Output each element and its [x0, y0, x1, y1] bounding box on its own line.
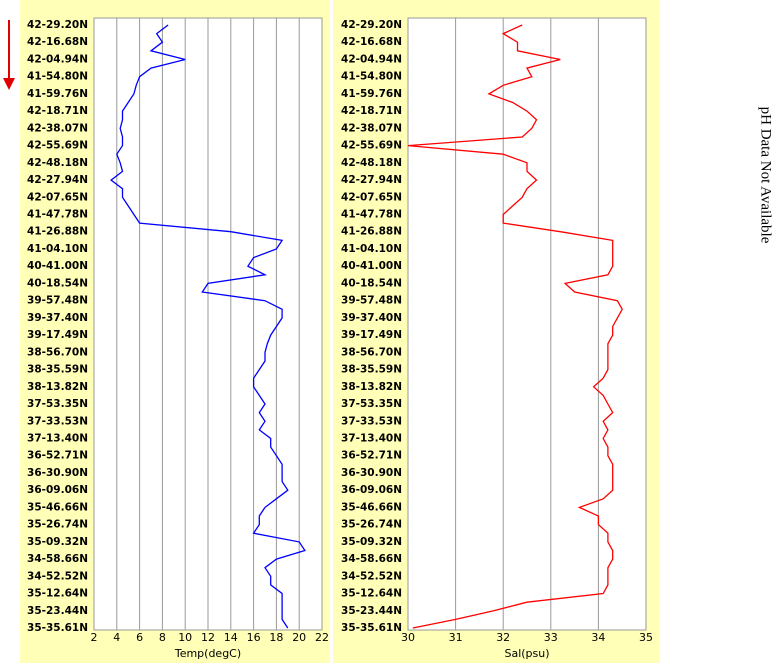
y-tick-label: 42-29.20N	[27, 19, 88, 31]
y-tick-label: 39-57.48N	[27, 295, 88, 307]
x-tick-label: 16	[247, 631, 261, 644]
x-tick-label: 6	[136, 631, 143, 644]
y-tick-label: 40-41.00N	[341, 260, 402, 272]
y-tick-label: 42-55.69N	[27, 140, 88, 152]
y-tick-label: 39-57.48N	[341, 295, 402, 307]
x-tick-label: 18	[269, 631, 283, 644]
y-tick-label: 35-46.66N	[341, 501, 402, 513]
x-tick-label: 14	[224, 631, 238, 644]
y-tick-label: 38-13.82N	[341, 381, 402, 393]
y-tick-label: 42-04.94N	[341, 53, 402, 65]
y-tick-label: 41-54.80N	[27, 71, 88, 83]
y-tick-label: 41-04.10N	[27, 243, 88, 255]
x-tick-label: 30	[401, 631, 415, 644]
x-tick-label: 22	[315, 631, 329, 644]
y-tick-label: 35-35.61N	[341, 622, 402, 634]
x-tick-label: 33	[544, 631, 558, 644]
y-tick-label: 40-41.00N	[27, 260, 88, 272]
x-tick-label: 2	[91, 631, 98, 644]
y-tick-label: 41-54.80N	[341, 71, 402, 83]
y-tick-label: 37-53.35N	[27, 398, 88, 410]
y-tick-label: 42-04.94N	[27, 53, 88, 65]
y-tick-label: 35-12.64N	[27, 588, 88, 600]
y-tick-label: 40-18.54N	[341, 277, 402, 289]
y-tick-label: 36-30.90N	[341, 467, 402, 479]
y-tick-label: 37-33.53N	[27, 415, 88, 427]
y-tick-label: 41-04.10N	[341, 243, 402, 255]
x-axis-title: Temp(degC)	[174, 647, 241, 660]
y-tick-label: 42-38.07N	[27, 122, 88, 134]
y-tick-label: 35-26.74N	[27, 519, 88, 531]
y-tick-label: 37-13.40N	[27, 432, 88, 444]
y-tick-label: 41-47.78N	[341, 209, 402, 221]
data-line	[407, 24, 623, 629]
y-tick-label: 40-18.54N	[27, 277, 88, 289]
x-tick-label: 32	[496, 631, 510, 644]
y-tick-label: 38-35.59N	[341, 364, 402, 376]
y-tick-label: 42-16.68N	[341, 36, 402, 48]
y-tick-label: 35-35.61N	[27, 622, 88, 634]
y-tick-label: 41-59.76N	[27, 88, 88, 100]
y-tick-label: 38-56.70N	[27, 346, 88, 358]
y-tick-label: 36-09.06N	[341, 484, 402, 496]
y-tick-label: 36-09.06N	[27, 484, 88, 496]
arrow-head	[3, 78, 15, 90]
x-axis-title: Sal(psu)	[504, 647, 549, 660]
x-tick-label: 34	[591, 631, 605, 644]
y-tick-label: 34-52.52N	[341, 570, 402, 582]
y-tick-label: 38-13.82N	[27, 381, 88, 393]
y-tick-label: 37-53.35N	[341, 398, 402, 410]
x-tick-label: 35	[639, 631, 653, 644]
x-tick-label: 12	[201, 631, 215, 644]
y-tick-label: 42-16.68N	[27, 36, 88, 48]
y-tick-label: 35-09.32N	[341, 536, 402, 548]
y-tick-label: 34-58.66N	[341, 553, 402, 565]
y-tick-label: 37-33.53N	[341, 415, 402, 427]
y-tick-label: 34-58.66N	[27, 553, 88, 565]
y-tick-label: 42-27.94N	[27, 174, 88, 186]
y-tick-label: 35-26.74N	[341, 519, 402, 531]
y-tick-label: 42-07.65N	[27, 191, 88, 203]
y-tick-label: 39-37.40N	[341, 312, 402, 324]
y-tick-label: 42-48.18N	[341, 157, 402, 169]
y-tick-label: 42-29.20N	[341, 19, 402, 31]
y-tick-label: 38-35.59N	[27, 364, 88, 376]
x-tick-label: 20	[292, 631, 306, 644]
y-tick-label: 35-23.44N	[27, 605, 88, 617]
y-tick-label: 36-52.71N	[27, 450, 88, 462]
y-tick-label: 35-23.44N	[341, 605, 402, 617]
y-tick-label: 41-47.78N	[27, 209, 88, 221]
x-tick-label: 4	[113, 631, 120, 644]
plot-area	[407, 17, 647, 631]
y-tick-label: 39-17.49N	[341, 329, 402, 341]
y-tick-label: 39-17.49N	[27, 329, 88, 341]
y-tick-label: 42-48.18N	[27, 157, 88, 169]
y-tick-label: 42-27.94N	[341, 174, 402, 186]
y-tick-label: 41-26.88N	[341, 226, 402, 238]
y-tick-label: 35-09.32N	[27, 536, 88, 548]
y-tick-label: 41-59.76N	[341, 88, 402, 100]
x-tick-label: 31	[449, 631, 463, 644]
y-tick-label: 42-18.71N	[341, 105, 402, 117]
y-tick-label: 37-13.40N	[341, 432, 402, 444]
y-tick-label: 36-30.90N	[27, 467, 88, 479]
y-tick-label: 42-07.65N	[341, 191, 402, 203]
y-tick-label: 35-12.64N	[341, 588, 402, 600]
y-tick-label: 35-46.66N	[27, 501, 88, 513]
y-tick-label: 42-18.71N	[27, 105, 88, 117]
y-tick-label: 41-26.88N	[27, 226, 88, 238]
y-tick-label: 34-52.52N	[27, 570, 88, 582]
y-tick-label: 38-56.70N	[341, 346, 402, 358]
x-tick-label: 10	[178, 631, 192, 644]
y-tick-label: 39-37.40N	[27, 312, 88, 324]
x-tick-label: 8	[159, 631, 166, 644]
y-tick-label: 36-52.71N	[341, 450, 402, 462]
data-line	[110, 24, 306, 629]
y-tick-label: 42-38.07N	[341, 122, 402, 134]
side-note: pH Data Not Available	[758, 107, 774, 244]
y-tick-label: 42-55.69N	[341, 140, 402, 152]
